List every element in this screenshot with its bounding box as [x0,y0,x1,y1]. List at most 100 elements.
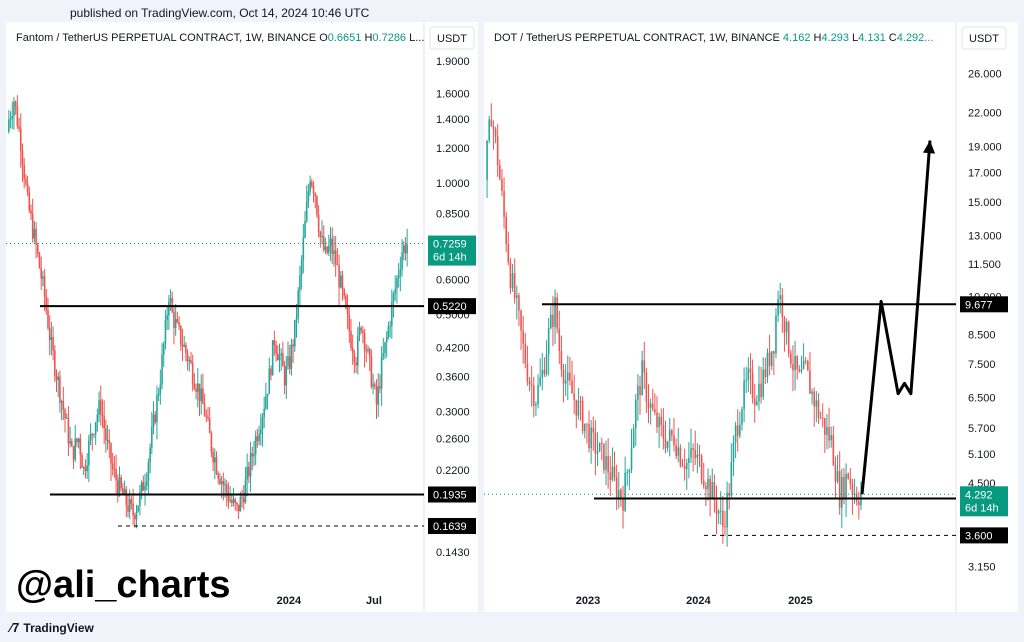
y-tick-label: 19.000 [968,142,1002,154]
candle-body [645,372,648,402]
candle-body [749,368,752,373]
candle-body [309,181,311,192]
candle-body [389,325,391,327]
candle-body [127,505,129,512]
candle-body [828,427,830,441]
currency-label: USDT [437,33,467,45]
candle-body [135,511,138,520]
candle-body [787,321,790,354]
candle-body [71,441,73,447]
candle-body [611,466,614,480]
candle-body [79,438,82,456]
candle-body [140,482,143,493]
candle-body [751,372,754,399]
candle-body [134,515,136,520]
level-badge [428,486,476,503]
candle-body [52,337,54,351]
candle-body [176,319,179,323]
candle-body [518,295,520,311]
candle-body [798,369,801,372]
candle-body [379,386,381,389]
candle-body [401,252,403,270]
y-tick-label: 0.3000 [436,406,470,418]
candle-body [756,401,758,405]
candle-body [649,403,652,408]
candle-body [681,465,684,467]
chart-panel-fantom[interactable]: Fantom / TetherUS PERPETUAL CONTRACT, 1W… [6,22,478,612]
candle-body [207,416,209,419]
candle-body [94,422,97,435]
symbol-title: DOT / TetherUS PERPETUAL CONTRACT, 1W, B… [494,32,933,44]
candle-body [130,499,133,504]
y-tick-label: 1.0000 [436,178,470,190]
candle-body [328,245,330,253]
candle-body [159,384,162,394]
candle-body [326,246,328,253]
candle-body [362,330,364,333]
candle-body [239,497,242,512]
candle-body [641,360,643,396]
candle-body [123,489,126,496]
level-badge-label: 9.677 [965,299,993,311]
candle-body [571,380,573,394]
candle-body [118,477,121,495]
candle-body [149,447,151,463]
candle-body [19,128,22,151]
candle-body [511,273,514,289]
y-tick-label: 22.000 [968,107,1002,119]
fantom-chart[interactable]: Fantom / TetherUS PERPETUAL CONTRACT, 1W… [6,22,478,612]
candle-body [96,414,99,423]
candle-body [539,377,541,385]
candle-body [830,435,832,441]
candle-body [528,381,531,385]
candle-body [541,369,544,378]
candle-body [242,498,245,503]
y-tick-label: 5.700 [968,423,996,435]
price-badge-value: 4.292 [965,489,993,501]
y-tick-label: 5.100 [968,449,996,461]
candle-body [675,445,677,457]
candle-body [236,502,238,505]
candle-body [225,484,228,493]
candle-body [231,500,233,504]
candle-body [775,315,777,354]
candle-body [490,119,493,127]
dot-chart[interactable]: DOT / TetherUS PERPETUAL CONTRACT, 1W, B… [484,22,1018,612]
candle-body [600,442,603,444]
candle-body [36,244,39,254]
candle-body [232,499,235,504]
tradingview-logo[interactable]: ⁄7 TradingView [10,620,94,635]
x-tick-label: 2024 [686,595,711,607]
ohlc-low-value: 4.131 [858,32,886,44]
candle-body [288,356,291,370]
candle-body [360,327,362,331]
candle-body [98,400,100,415]
candle-body [128,499,131,512]
candle-body [677,447,680,457]
candle-body [375,386,378,405]
candle-body [285,365,288,386]
candle-body [624,472,626,511]
candle-body [696,454,699,458]
candle-body [583,423,586,432]
currency-button [961,26,1007,50]
candle-body [348,314,351,332]
chart-panel-dot[interactable]: DOT / TetherUS PERPETUAL CONTRACT, 1W, B… [484,22,1018,612]
candle-body [705,486,707,490]
candle-body [579,400,582,402]
candle-body [16,106,19,127]
x-tick-label: 2024 [277,595,302,607]
x-tick-label: 2023 [576,595,600,607]
candle-body [263,408,265,418]
candle-body [815,400,818,407]
candle-body [350,331,352,349]
projection-arrowhead [922,140,936,154]
candle-body [552,314,554,328]
candle-body [28,192,31,211]
candle-body [692,448,694,450]
candle-body [666,441,669,449]
candle-body [329,238,332,246]
candle-body [690,448,692,458]
candle-body [679,447,682,466]
candle-body [57,376,60,380]
